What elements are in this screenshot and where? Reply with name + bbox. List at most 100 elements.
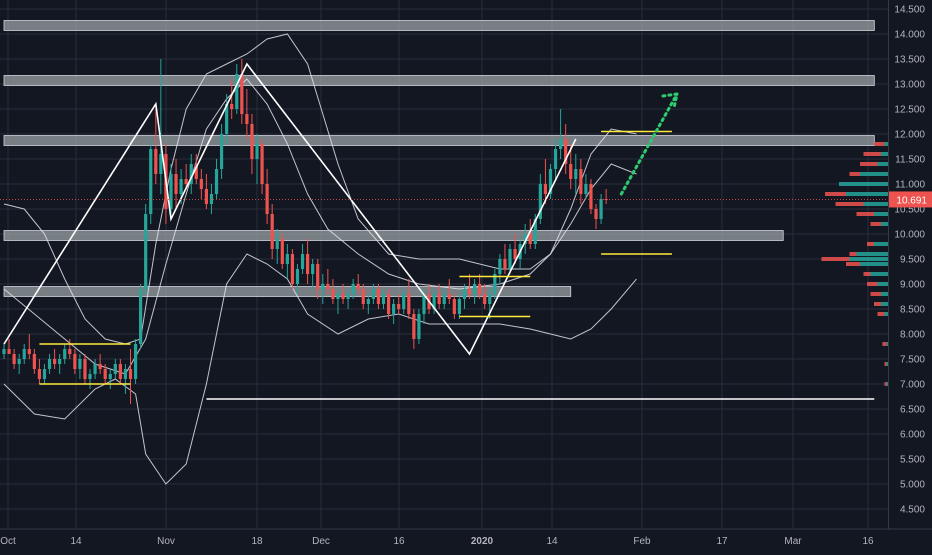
- candle-body: [447, 294, 451, 299]
- candle-body: [331, 289, 335, 299]
- y-tick-label: 12.000: [894, 130, 925, 141]
- volume-bar-buy: [846, 192, 888, 196]
- candle-body: [528, 234, 532, 244]
- candle-body: [108, 374, 112, 379]
- candle-body: [159, 154, 163, 174]
- candle-body: [240, 74, 244, 114]
- volume-bar-sell: [877, 312, 885, 316]
- candle-body: [270, 214, 274, 249]
- candle-body: [462, 289, 467, 299]
- x-tick-label: Nov: [157, 536, 175, 547]
- candle-body: [42, 369, 47, 379]
- volume-bar-buy: [874, 212, 888, 216]
- volume-bar-buy: [860, 262, 888, 266]
- y-tick-label: 9.500: [900, 255, 925, 266]
- candle-body: [255, 144, 259, 159]
- bollinger-upper-line: [3, 33, 637, 345]
- candle-body: [326, 284, 330, 289]
- candle-body: [508, 249, 512, 269]
- y-tick-label: 7.500: [900, 355, 925, 366]
- volume-bar-buy: [856, 252, 888, 256]
- y-tick-label: 9.000: [900, 280, 925, 291]
- candle-body: [599, 199, 603, 219]
- volume-bar-sell: [863, 152, 881, 156]
- volume-bar-buy: [881, 222, 888, 226]
- candle-body: [225, 104, 229, 134]
- sr-zone: [3, 286, 572, 297]
- last-price-label: 10.691: [896, 195, 927, 206]
- candle-body: [553, 149, 558, 169]
- volume-bar-sell: [870, 292, 881, 296]
- volume-bar-sell: [874, 142, 885, 146]
- candle-body: [280, 239, 284, 264]
- candle-body: [538, 184, 542, 219]
- candle-body: [569, 164, 573, 179]
- y-tick-label: 14.000: [894, 30, 925, 41]
- last-price-badge: [889, 191, 932, 208]
- candle-body: [250, 124, 254, 159]
- candle-body: [184, 179, 188, 184]
- candle-body: [432, 294, 436, 309]
- volume-bar-sell: [849, 252, 857, 256]
- candle-body: [589, 184, 593, 209]
- candle-body: [361, 289, 365, 304]
- volume-bar-buy: [884, 312, 888, 316]
- candle-body: [346, 294, 350, 299]
- candle-body: [275, 239, 279, 249]
- candle-body: [356, 284, 360, 289]
- candle-body: [63, 349, 67, 359]
- volume-bar-buy: [881, 152, 888, 156]
- candle-body: [2, 349, 6, 354]
- candle-body: [321, 284, 325, 289]
- candle-body: [12, 354, 16, 364]
- candle-body: [437, 294, 441, 304]
- bollinger-middle-line: [3, 78, 637, 375]
- volume-bar-sell: [884, 362, 887, 366]
- candle-body: [27, 349, 31, 354]
- candle-body: [199, 179, 203, 189]
- volume-bar-buy: [863, 202, 888, 206]
- volume-bar-buy: [870, 272, 888, 276]
- candle-body: [488, 294, 492, 304]
- candle-body: [245, 114, 249, 124]
- volume-bar-buy: [860, 172, 888, 176]
- volume-bar-sell: [870, 222, 881, 226]
- x-tick-label: Oct: [0, 536, 16, 547]
- candle-body: [366, 299, 370, 304]
- candle-body: [128, 369, 133, 379]
- candle-body: [219, 134, 224, 169]
- candle-body: [574, 169, 578, 179]
- candle-body: [88, 374, 92, 379]
- y-tick-label: 13.000: [894, 80, 925, 91]
- x-tick-label: 18: [251, 536, 263, 547]
- volume-bar-sell: [863, 272, 871, 276]
- volume-bar-sell: [856, 212, 874, 216]
- volume-bar-buy: [884, 142, 888, 146]
- candle-body: [523, 234, 527, 244]
- candle-body: [543, 184, 548, 194]
- candle-body: [407, 294, 411, 314]
- y-tick-label: 6.000: [900, 430, 925, 441]
- candle-body: [290, 254, 295, 284]
- volume-bar-buy: [886, 362, 888, 366]
- candle-body: [452, 299, 456, 314]
- candle-body: [564, 139, 568, 164]
- candle-body: [306, 254, 310, 274]
- volume-bar-sell: [884, 382, 887, 386]
- sr-zone: [3, 135, 875, 146]
- candle-body: [169, 174, 173, 209]
- candle-body: [483, 294, 487, 304]
- candle-body: [285, 254, 289, 264]
- candle-body: [214, 169, 219, 194]
- candle-body: [209, 194, 214, 204]
- volume-bar-buy: [881, 302, 888, 306]
- candle-body: [300, 254, 305, 269]
- candle-body: [548, 169, 553, 194]
- candle-body: [498, 259, 502, 274]
- candle-body: [417, 314, 421, 339]
- candle-body: [336, 294, 340, 299]
- volume-bar-sell: [835, 202, 864, 206]
